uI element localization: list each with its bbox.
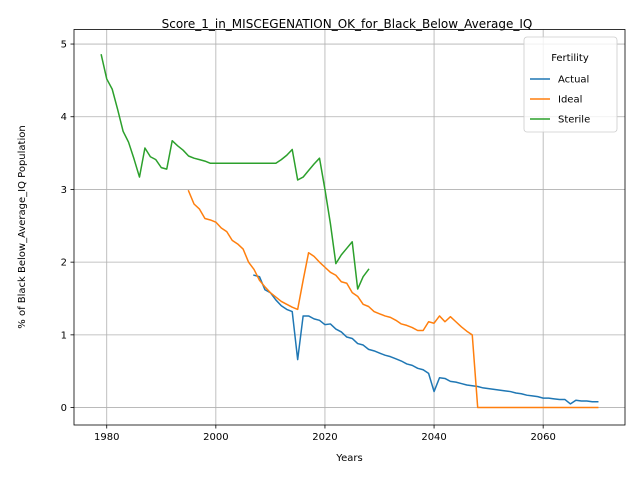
x-tick-label: 2000 (203, 432, 228, 443)
y-tick-label: 4 (61, 112, 67, 123)
legend-label-actual: Actual (558, 75, 589, 86)
y-axis-label: % of Black Below_Average_IQ Population (17, 125, 28, 328)
x-tick-label: 2020 (312, 432, 337, 443)
series-line-actual (253, 274, 599, 405)
series-line-sterile (100, 54, 370, 290)
y-axis-ticks: 0 1 2 3 4 5 (61, 40, 74, 414)
plot-frame (73, 29, 626, 426)
series-lines (100, 54, 599, 409)
series-line-ideal (187, 189, 599, 409)
legend-label-sterile: Sterile (558, 115, 590, 126)
legend-title: Fertility (551, 53, 589, 64)
y-tick-label: 0 (61, 403, 67, 414)
y-tick-label: 5 (61, 40, 67, 51)
y-tick-label: 3 (61, 185, 67, 196)
legend-label-ideal: Ideal (558, 95, 582, 106)
y-tick-label: 1 (61, 330, 67, 341)
x-tick-label: 2040 (421, 432, 446, 443)
legend-entries: Actual Ideal Sterile (530, 75, 590, 126)
x-tick-label: 2060 (530, 432, 555, 443)
x-tick-label: 1980 (94, 432, 119, 443)
x-axis-label: Years (335, 453, 362, 464)
legend-box (523, 36, 618, 133)
legend: Fertility Actual Ideal Sterile (523, 36, 618, 133)
x-axis-ticks: 1980 2000 2020 2040 2060 (94, 425, 556, 443)
y-tick-label: 2 (61, 258, 67, 269)
chart-title: Score_1_in_MISCEGENATION_OK_for_Black_Be… (162, 17, 533, 31)
